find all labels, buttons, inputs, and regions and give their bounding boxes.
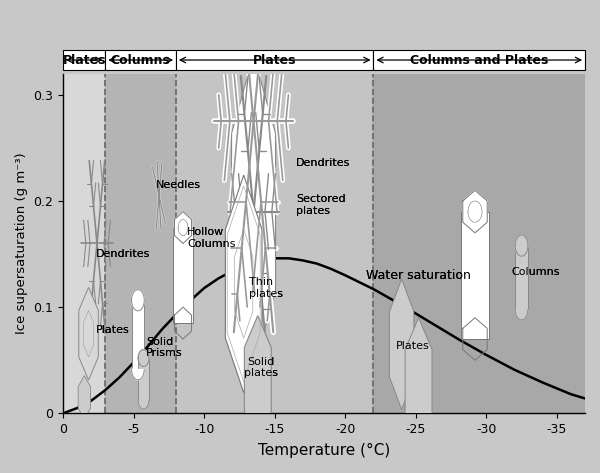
Polygon shape — [83, 310, 94, 357]
Text: Dendrites: Dendrites — [296, 158, 350, 168]
Bar — [131, 300, 144, 369]
Polygon shape — [138, 401, 149, 409]
Polygon shape — [515, 235, 528, 256]
Text: Dendrites: Dendrites — [296, 158, 350, 168]
Polygon shape — [78, 376, 91, 419]
Text: Solid
plates: Solid plates — [244, 357, 278, 378]
Bar — [173, 228, 193, 323]
Text: Plates: Plates — [396, 342, 430, 351]
Bar — [373, 74, 585, 413]
Text: Thin
plates: Thin plates — [250, 277, 283, 299]
Text: Plates: Plates — [253, 53, 296, 67]
FancyBboxPatch shape — [176, 50, 373, 70]
X-axis label: Temperature (°C): Temperature (°C) — [258, 443, 390, 458]
Polygon shape — [131, 369, 144, 380]
FancyBboxPatch shape — [63, 50, 106, 70]
Text: Hollow
Columns: Hollow Columns — [187, 228, 236, 249]
Bar — [176, 74, 373, 413]
Text: Plates: Plates — [95, 325, 130, 335]
Text: Columns: Columns — [111, 53, 170, 67]
Text: Solid
plates: Solid plates — [244, 357, 278, 378]
Polygon shape — [389, 279, 414, 410]
Polygon shape — [463, 190, 487, 233]
Polygon shape — [79, 287, 98, 380]
Polygon shape — [405, 318, 432, 445]
Bar — [515, 245, 528, 309]
Polygon shape — [138, 350, 149, 367]
Bar — [138, 358, 149, 401]
Text: Plates: Plates — [62, 53, 106, 67]
Y-axis label: Ice supersaturation (g m⁻³): Ice supersaturation (g m⁻³) — [15, 153, 28, 334]
Polygon shape — [226, 175, 262, 393]
Bar — [106, 74, 176, 413]
FancyBboxPatch shape — [106, 50, 176, 70]
Text: Columns: Columns — [511, 267, 560, 277]
Text: Sectored
plates: Sectored plates — [296, 194, 346, 216]
Text: Dendrites: Dendrites — [95, 249, 150, 259]
Text: Columns and Plates: Columns and Plates — [410, 53, 548, 67]
Polygon shape — [131, 289, 144, 311]
Bar — [63, 74, 106, 413]
Text: Plates: Plates — [95, 325, 130, 335]
Polygon shape — [244, 315, 271, 443]
Text: Solid
Prisms: Solid Prisms — [146, 337, 183, 359]
Bar — [461, 211, 489, 339]
Text: Hollow
Columns: Hollow Columns — [187, 228, 236, 249]
Text: Water saturation: Water saturation — [367, 269, 471, 282]
Polygon shape — [515, 309, 528, 320]
Text: Thin
plates: Thin plates — [250, 277, 283, 299]
Text: Columns: Columns — [511, 267, 560, 277]
Text: Needles: Needles — [156, 180, 201, 190]
Text: Sectored
plates: Sectored plates — [296, 194, 346, 216]
Polygon shape — [232, 55, 275, 368]
Text: Water saturation: Water saturation — [367, 269, 471, 282]
Polygon shape — [175, 211, 191, 244]
Text: Needles: Needles — [156, 180, 201, 190]
Text: Plates: Plates — [396, 342, 430, 351]
Text: Solid
Prisms: Solid Prisms — [146, 337, 183, 359]
FancyBboxPatch shape — [373, 50, 585, 70]
Text: Dendrites: Dendrites — [95, 249, 150, 259]
